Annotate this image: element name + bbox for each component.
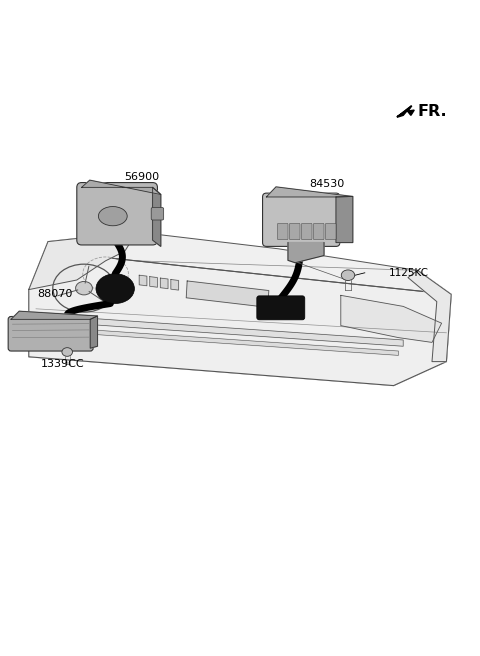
Polygon shape (160, 278, 168, 289)
Polygon shape (341, 295, 442, 342)
Polygon shape (11, 311, 97, 319)
FancyBboxPatch shape (151, 207, 164, 220)
FancyBboxPatch shape (77, 182, 157, 245)
FancyBboxPatch shape (277, 223, 288, 239)
Ellipse shape (341, 270, 355, 281)
Ellipse shape (62, 348, 72, 356)
FancyBboxPatch shape (289, 223, 300, 239)
Polygon shape (139, 276, 147, 286)
Text: FR.: FR. (418, 104, 447, 119)
Polygon shape (408, 270, 451, 361)
Ellipse shape (75, 281, 92, 295)
Polygon shape (397, 106, 414, 117)
Polygon shape (266, 187, 353, 197)
Polygon shape (171, 279, 179, 290)
Polygon shape (36, 315, 403, 346)
Ellipse shape (96, 274, 134, 304)
FancyBboxPatch shape (257, 296, 305, 320)
FancyBboxPatch shape (263, 193, 340, 247)
Ellipse shape (98, 207, 127, 226)
Text: 84530: 84530 (309, 179, 344, 189)
Polygon shape (29, 251, 451, 386)
Polygon shape (29, 232, 137, 289)
FancyBboxPatch shape (325, 223, 336, 239)
Polygon shape (153, 188, 161, 247)
Polygon shape (186, 281, 269, 308)
Polygon shape (29, 241, 451, 386)
Text: 1125KC: 1125KC (389, 268, 429, 277)
Polygon shape (150, 277, 157, 287)
Polygon shape (82, 180, 161, 195)
Polygon shape (336, 197, 353, 243)
Polygon shape (288, 243, 324, 262)
FancyBboxPatch shape (313, 223, 324, 239)
FancyBboxPatch shape (301, 223, 312, 239)
Text: 56900: 56900 (124, 172, 159, 182)
FancyBboxPatch shape (8, 316, 93, 351)
Polygon shape (48, 232, 451, 295)
Polygon shape (90, 316, 97, 348)
Text: 1339CC: 1339CC (41, 359, 84, 369)
Text: 88070: 88070 (37, 289, 73, 299)
Polygon shape (397, 106, 411, 117)
Polygon shape (36, 326, 398, 356)
